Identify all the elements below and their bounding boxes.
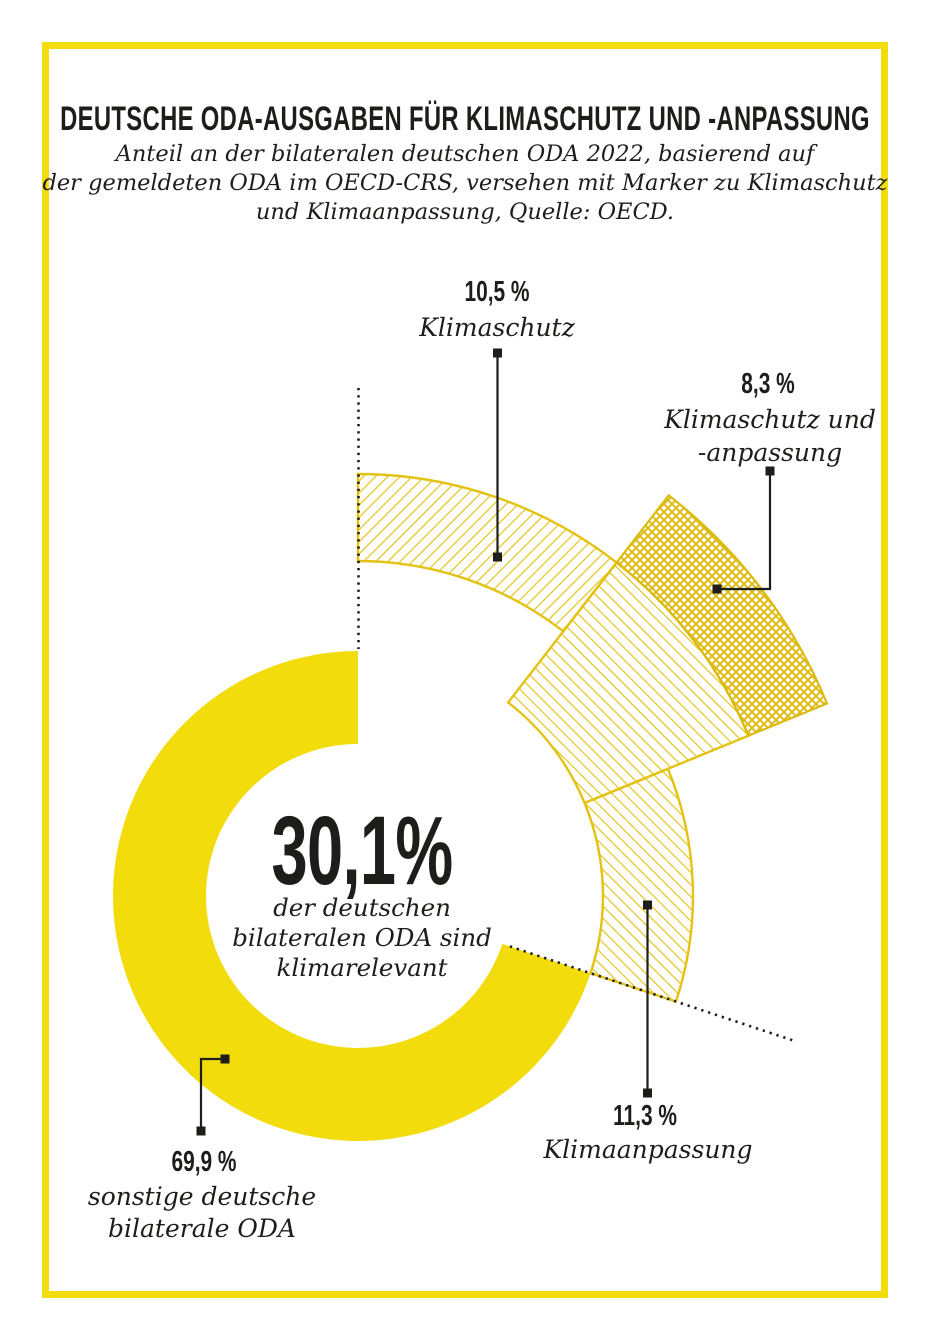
page-title-anchor: DEUTSCHE ODA-AUSGABEN FÜR KLIMASCHUTZ UN… [60,100,930,139]
segment-klimaschutz-und-anpassung [615,493,829,738]
callout-klimaschutz-und-anpassung-line [717,471,772,591]
label-klimaschutz-und-anpassung-value: 8,3 % [741,368,795,400]
label-klimaschutz: Klimaschutz [419,313,575,342]
label-sonstige-value: 69,9 % [171,1146,237,1178]
subtitle-line: und Klimaanpassung, Quelle: OECD. [255,199,675,225]
label-klimaschutz-value: 10,5 % [464,276,530,308]
segment-sonstige-bilaterale-oda [112,651,591,1141]
callout-klimaschutz-marker [493,552,502,562]
label-klimaanpassung-value: 11,3 % [613,1100,677,1132]
label-sonstige-line2: bilaterale ODA [108,1214,296,1243]
callout-sonstige-line [199,1057,225,1131]
label-klimaschutz-und-anpassung-line2: -anpassung [697,438,843,467]
center-value: 30,1% [271,796,454,905]
label-klimaanpassung: Klimaanpassung [543,1135,753,1164]
page-title: DEUTSCHE ODA-AUSGABEN FÜR KLIMASCHUTZ UN… [60,100,870,138]
subtitle-line: Anteil an der bilateralen deutschen ODA … [115,141,815,167]
callout-klimaschutz-und-anpassung-marker [712,584,722,594]
center-label: der deutschen bilateralen ODA sind klima… [232,893,492,983]
segment-klimaanpassung [583,767,695,1004]
center-label-line: der deutschen [273,893,451,922]
segment-klimaschutz [356,472,619,633]
callout-klimaanpassung-marker [643,900,652,910]
callout-klimaanpassung-marker [643,1088,652,1098]
label-sonstige-line1: sonstige deutsche [87,1182,317,1211]
label-klimaschutz-und-anpassung-line1: Klimaschutz und [664,405,876,434]
callout-sonstige-marker [196,1126,206,1136]
callout-klimaschutz-marker [493,348,502,358]
callout-klimaschutz-und-anpassung-marker [765,466,775,476]
center-label-line: bilateralen ODA sind [232,923,492,952]
page-subtitle: Anteil an der bilateralen deutschen ODA … [0,140,930,227]
center-label-line: klimarelevant [276,953,448,982]
callout-sonstige-marker [220,1054,230,1064]
subtitle-line: der gemeldeten ODA im OECD-CRS, versehen… [42,170,888,196]
